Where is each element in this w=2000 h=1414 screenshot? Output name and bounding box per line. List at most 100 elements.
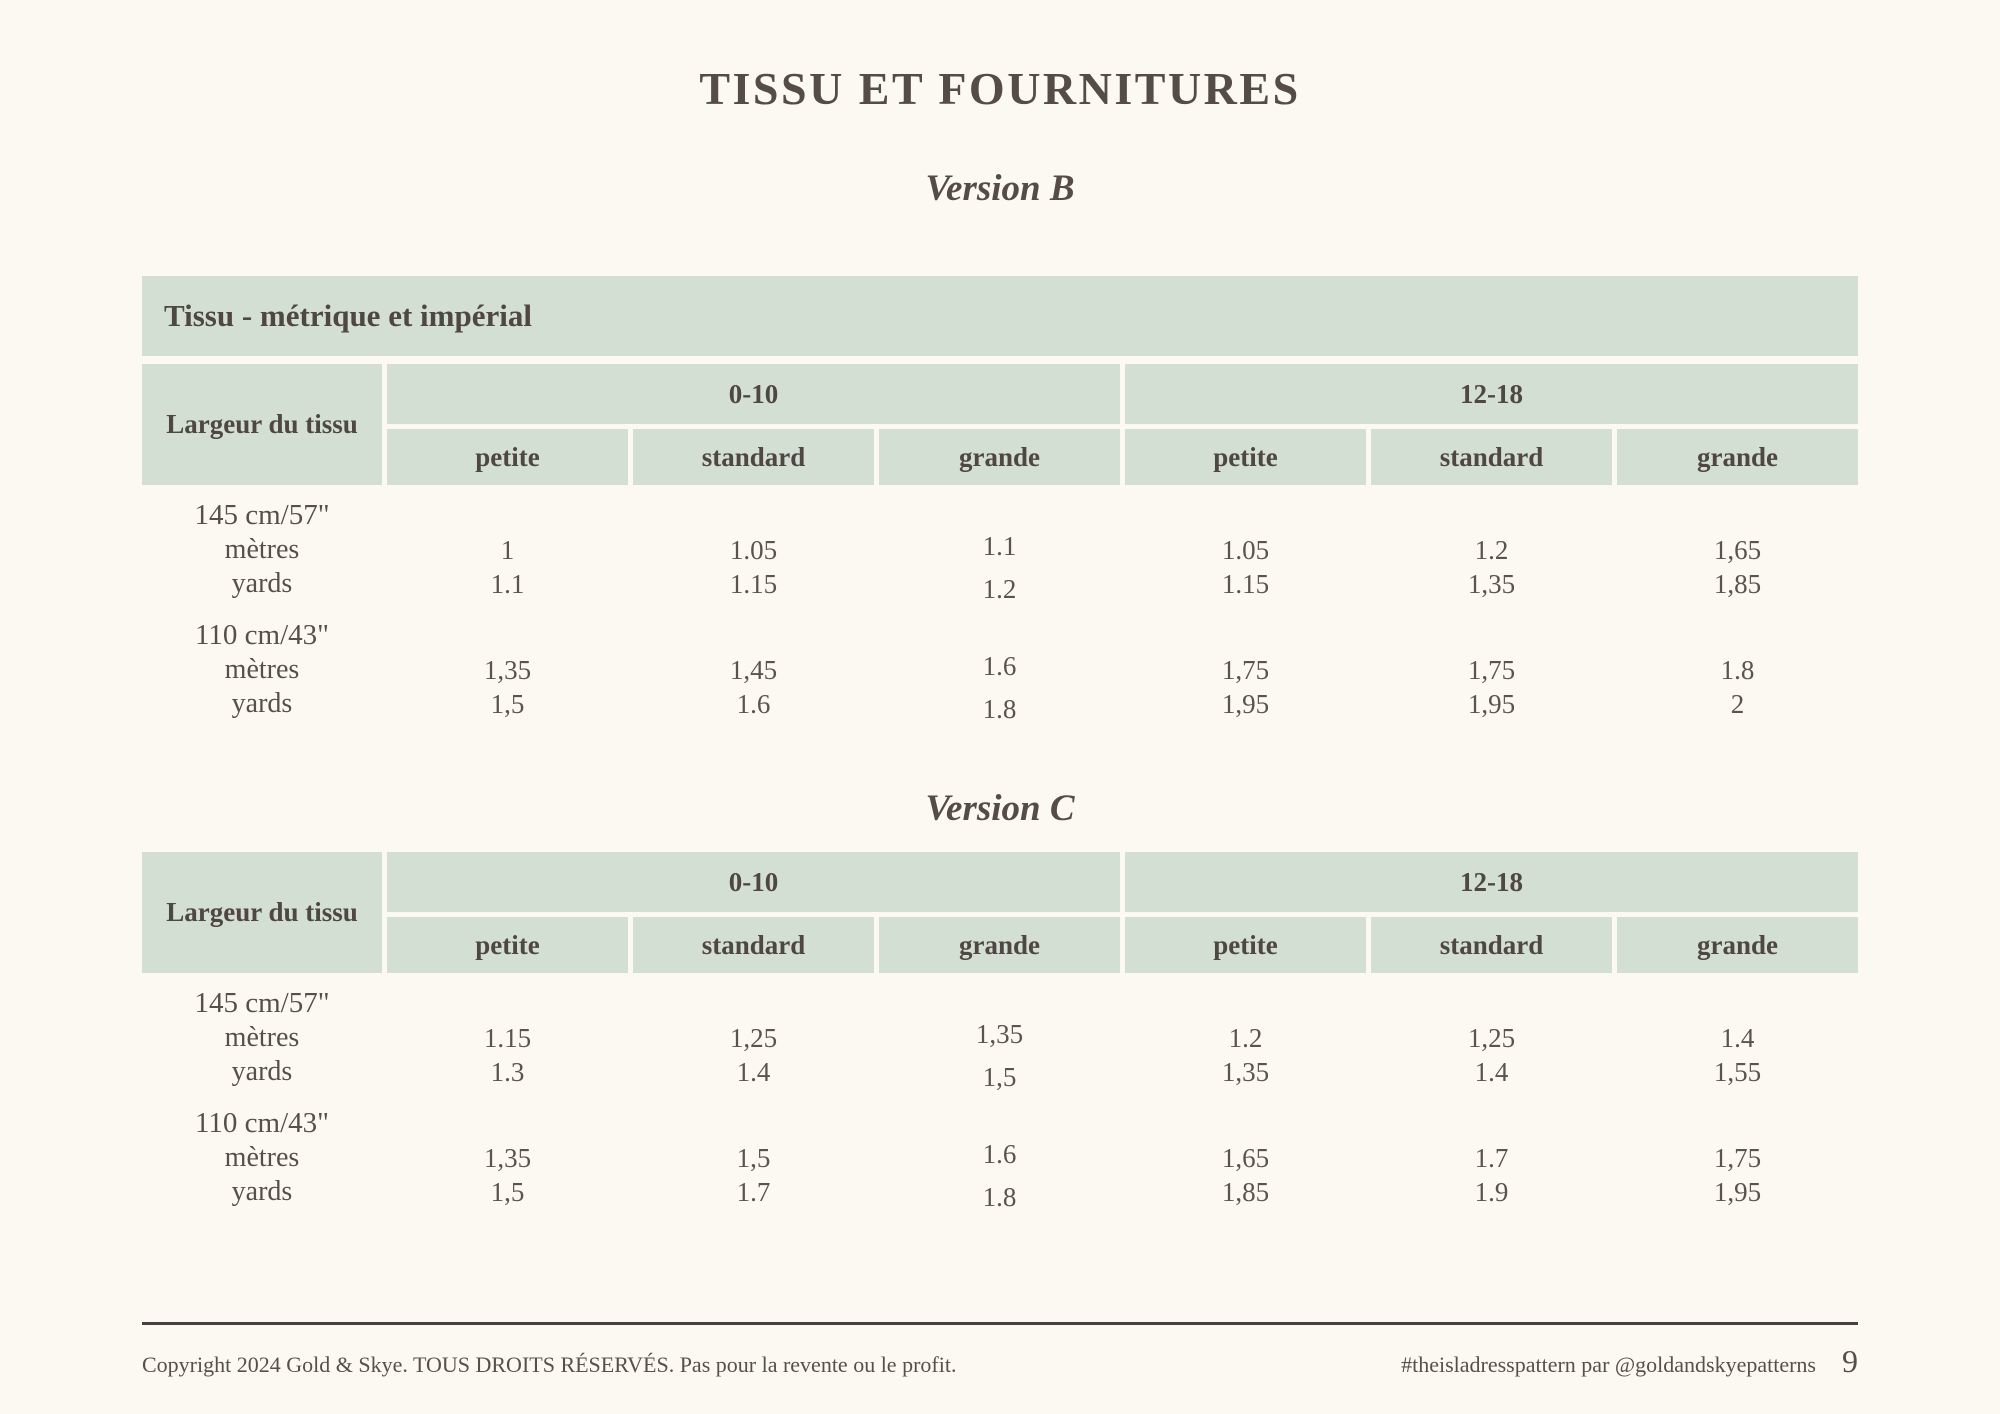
fabric-value: 1.2 bbox=[1228, 1023, 1263, 1053]
fabric-value: 1,5 bbox=[490, 1177, 525, 1207]
fabric-value: 1,55 bbox=[1713, 1057, 1762, 1087]
fabric-value: 1.6 bbox=[736, 689, 771, 719]
version-b-table-body: 145 cm/57" mètres 1 1.05 1.1 1.05 1.2 1,… bbox=[142, 497, 1858, 724]
fit-column-header: petite bbox=[1125, 917, 1366, 973]
fit-column-header: standard bbox=[633, 917, 874, 973]
fabric-value: 1,25 bbox=[729, 1023, 778, 1053]
fabric-width-section: 145 cm/57" mètres 1 1.05 1.1 1.05 1.2 1,… bbox=[142, 497, 1858, 604]
fabric-value: 1.2 bbox=[1474, 535, 1509, 565]
fit-column-header: standard bbox=[1371, 429, 1612, 485]
fabric-value: 1.7 bbox=[736, 1177, 771, 1207]
version-c-table-header: Largeur du tissu 0-10 12-18 petite stand… bbox=[142, 852, 1858, 973]
page-content: TISSU ET FOURNITURES Version B Tissu - m… bbox=[142, 0, 1858, 1212]
fit-column-header: petite bbox=[1125, 429, 1366, 485]
fabric-value: 1.9 bbox=[1474, 1177, 1509, 1207]
fabric-value: 1.4 bbox=[736, 1057, 771, 1087]
unit-label: yards bbox=[231, 688, 293, 719]
fabric-value: 1.1 bbox=[490, 569, 525, 599]
size-group-header: 12-18 bbox=[1125, 852, 1858, 912]
fabric-value: 1.3 bbox=[490, 1057, 525, 1087]
fabric-value: 1,5 bbox=[490, 689, 525, 719]
size-group-header: 0-10 bbox=[387, 364, 1120, 424]
table-banner: Tissu - métrique et impérial bbox=[142, 276, 1858, 356]
fit-column-header: standard bbox=[633, 429, 874, 485]
fabric-value: 1.4 bbox=[1720, 1023, 1755, 1053]
unit-label: mètres bbox=[224, 654, 300, 685]
fabric-value: 1.15 bbox=[729, 569, 778, 599]
unit-label: yards bbox=[231, 1176, 293, 1207]
table-row: 110 cm/43" bbox=[142, 1105, 1858, 1141]
table-row: mètres 1,35 1,5 1.6 1,65 1.7 1,75 bbox=[142, 1139, 1858, 1175]
fabric-value: 1,95 bbox=[1221, 689, 1270, 719]
fabric-width-label: 145 cm/57" bbox=[194, 987, 330, 1019]
fabric-value: 1.8 bbox=[982, 1182, 1017, 1212]
fabric-value: 2 bbox=[1730, 689, 1745, 719]
version-c-heading: Version C bbox=[925, 788, 1075, 829]
unit-label: mètres bbox=[224, 1022, 300, 1053]
fabric-value: 1,95 bbox=[1467, 689, 1516, 719]
fabric-value: 1,65 bbox=[1713, 535, 1762, 565]
version-b-heading: Version B bbox=[925, 168, 1075, 209]
fabric-value: 1,85 bbox=[1713, 569, 1762, 599]
version-b-table-header: Largeur du tissu 0-10 12-18 petite stand… bbox=[142, 364, 1858, 485]
table-row: 145 cm/57" bbox=[142, 497, 1858, 533]
table-row: mètres 1 1.05 1.1 1.05 1.2 1,65 bbox=[142, 531, 1858, 567]
fabric-width-label: 145 cm/57" bbox=[194, 499, 330, 531]
unit-label: yards bbox=[231, 568, 293, 599]
fit-column-header: grande bbox=[879, 429, 1120, 485]
fabric-value: 1,85 bbox=[1221, 1177, 1270, 1207]
fabric-value: 1.7 bbox=[1474, 1143, 1509, 1173]
fabric-width-section: 145 cm/57" mètres 1.15 1,25 1,35 1.2 1,2… bbox=[142, 985, 1858, 1092]
fabric-value: 1.2 bbox=[982, 574, 1017, 604]
fabric-value: 1.15 bbox=[483, 1023, 532, 1053]
fabric-value: 1.15 bbox=[1221, 569, 1270, 599]
table-banner-label: Tissu - métrique et impérial bbox=[164, 298, 532, 333]
fabric-width-label: 110 cm/43" bbox=[195, 619, 329, 651]
footer-divider bbox=[142, 1322, 1858, 1325]
fabric-value: 1.05 bbox=[729, 535, 778, 565]
table-row: yards 1.3 1.4 1,5 1,35 1.4 1,55 bbox=[142, 1055, 1858, 1092]
page-footer: Copyright 2024 Gold & Skye. TOUS DROITS … bbox=[142, 1322, 1858, 1380]
fabric-value: 1.05 bbox=[1221, 535, 1270, 565]
table-row: 145 cm/57" bbox=[142, 985, 1858, 1021]
fabric-value: 1,75 bbox=[1713, 1143, 1762, 1173]
fabric-value: 1,75 bbox=[1467, 655, 1516, 685]
fabric-value: 1,45 bbox=[729, 655, 778, 685]
row-header-cell: Largeur du tissu bbox=[142, 364, 382, 485]
fabric-value: 1.8 bbox=[1720, 655, 1755, 685]
version-c-table-body: 145 cm/57" mètres 1.15 1,25 1,35 1.2 1,2… bbox=[142, 985, 1858, 1212]
fabric-value: 1.4 bbox=[1474, 1057, 1509, 1087]
page-number: 9 bbox=[1842, 1343, 1858, 1379]
fabric-value: 1,65 bbox=[1221, 1143, 1270, 1173]
fabric-value: 1,35 bbox=[975, 1019, 1024, 1049]
table-row: yards 1,5 1.7 1.8 1,85 1.9 1,95 bbox=[142, 1175, 1858, 1212]
fabric-width-section: 110 cm/43" mètres 1,35 1,5 1.6 1,65 1.7 … bbox=[142, 1105, 1858, 1212]
fabric-value: 1 bbox=[500, 535, 515, 565]
hashtag-credit-text: #theisladresspattern par @goldandskyepat… bbox=[1401, 1352, 1816, 1377]
fabric-value: 1,35 bbox=[483, 655, 532, 685]
table-row: 110 cm/43" bbox=[142, 617, 1858, 653]
fabric-value: 1,5 bbox=[736, 1143, 771, 1173]
fabric-value: 1.6 bbox=[982, 651, 1017, 681]
size-group-header: 12-18 bbox=[1125, 364, 1858, 424]
fit-column-header: petite bbox=[387, 917, 628, 973]
fabric-value: 1.6 bbox=[982, 1139, 1017, 1169]
table-row: yards 1.1 1.15 1.2 1.15 1,35 1,85 bbox=[142, 567, 1858, 604]
fabric-value: 1,5 bbox=[982, 1062, 1017, 1092]
fit-column-header: grande bbox=[879, 917, 1120, 973]
fabric-value: 1,95 bbox=[1713, 1177, 1762, 1207]
fabric-width-section: 110 cm/43" mètres 1,35 1,45 1.6 1,75 1,7… bbox=[142, 617, 1858, 724]
fit-column-header: grande bbox=[1617, 917, 1858, 973]
fit-column-header: petite bbox=[387, 429, 628, 485]
fit-column-header: standard bbox=[1371, 917, 1612, 973]
fabric-value: 1.1 bbox=[982, 531, 1017, 561]
copyright-text: Copyright 2024 Gold & Skye. TOUS DROITS … bbox=[142, 1352, 957, 1377]
fabric-value: 1,35 bbox=[1221, 1057, 1270, 1087]
table-row: mètres 1,35 1,45 1.6 1,75 1,75 1.8 bbox=[142, 651, 1858, 687]
unit-label: yards bbox=[231, 1056, 293, 1087]
fabric-value: 1,25 bbox=[1467, 1023, 1516, 1053]
fabric-value: 1,35 bbox=[1467, 569, 1516, 599]
table-row: mètres 1.15 1,25 1,35 1.2 1,25 1.4 bbox=[142, 1019, 1858, 1055]
row-header-cell: Largeur du tissu bbox=[142, 852, 382, 973]
